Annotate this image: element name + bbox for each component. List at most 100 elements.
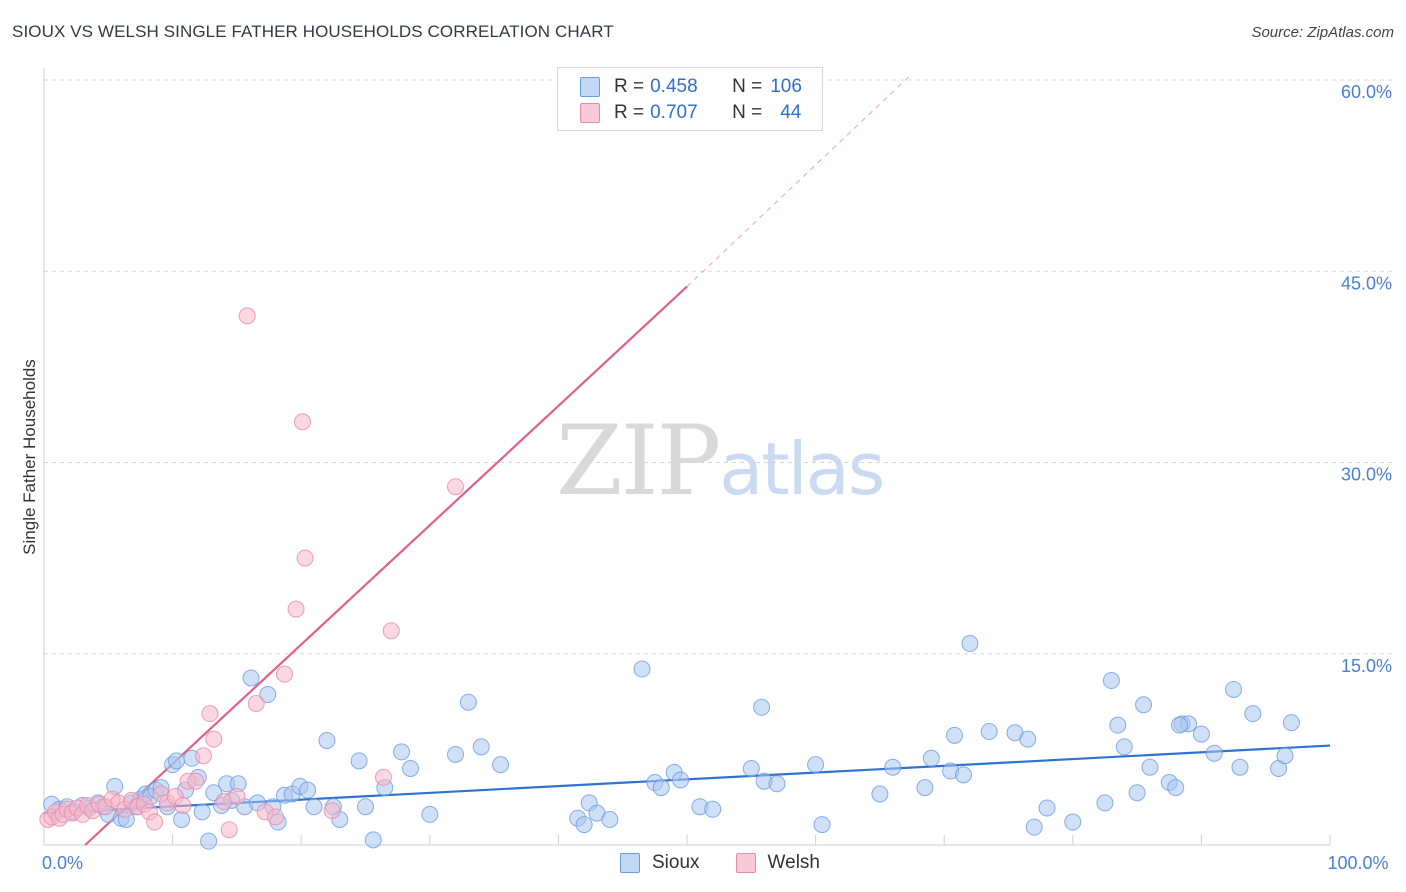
sioux-point	[259, 686, 277, 704]
sioux-legend-label: Sioux	[652, 852, 700, 873]
sioux-point	[1038, 799, 1056, 817]
sioux-point	[1019, 730, 1037, 748]
sioux-n-label: N =	[732, 76, 763, 97]
sioux-point	[1205, 744, 1223, 762]
sioux-swatch	[580, 77, 600, 97]
welsh-point	[293, 413, 311, 431]
welsh-point	[375, 768, 393, 786]
sioux-point	[575, 816, 593, 834]
welsh-point	[228, 788, 246, 806]
watermark-zip: ZIP	[556, 405, 721, 517]
sioux-point	[1115, 738, 1133, 756]
welsh-point	[238, 307, 256, 325]
watermark: ZIPatlas	[556, 405, 885, 517]
sioux-point	[871, 785, 889, 803]
sioux-point	[1167, 779, 1185, 797]
sioux-point	[742, 760, 760, 777]
sioux-point	[318, 731, 336, 749]
legend-item-welsh: Welsh	[735, 852, 820, 874]
gridlines	[44, 79, 1392, 655]
sioux-point	[1141, 758, 1159, 776]
y-tick-label: 45.0%	[1341, 273, 1392, 293]
sioux-point	[1102, 672, 1120, 690]
sioux-point	[200, 832, 218, 850]
sioux-point	[402, 760, 420, 777]
sioux-point	[768, 775, 786, 793]
sioux-point	[633, 660, 651, 678]
chart-title: SIOUX VS WELSH SINGLE FATHER HOUSEHOLDS …	[12, 22, 614, 41]
sioux-point	[364, 831, 382, 849]
sioux-point	[299, 781, 317, 799]
welsh-r-value: 0.707	[650, 102, 698, 123]
sioux-point	[459, 693, 477, 711]
welsh-legend-swatch	[735, 853, 756, 873]
welsh-legend-label: Welsh	[767, 852, 820, 873]
legend-row-sioux: R = 0.458 N = 106	[580, 75, 802, 99]
sioux-n-value: 106	[770, 76, 802, 97]
sioux-point	[980, 723, 998, 741]
welsh-point	[447, 478, 465, 496]
sioux-point	[1225, 680, 1243, 698]
sioux-point	[813, 816, 831, 834]
sioux-point	[1244, 705, 1262, 723]
welsh-point	[174, 796, 192, 814]
source-label: Source: ZipAtlas.com	[1251, 24, 1394, 41]
sioux-point	[350, 752, 368, 770]
watermark-atlas: atlas	[719, 427, 885, 511]
x-tick-label: 0.0%	[42, 853, 83, 873]
axes	[43, 68, 1331, 846]
legend-row-welsh: R = 0.707 N = 44	[580, 101, 801, 125]
welsh-point	[205, 730, 223, 748]
sioux-point	[753, 698, 771, 716]
welsh-point	[220, 821, 238, 839]
sioux-point	[173, 811, 191, 828]
welsh-point	[296, 549, 314, 567]
sioux-point	[472, 738, 490, 756]
welsh-point	[287, 600, 305, 618]
trend-lines	[43, 73, 1331, 846]
sioux-point	[704, 800, 722, 818]
sioux-point	[305, 798, 323, 816]
sioux-point	[357, 798, 374, 816]
sioux-point	[884, 758, 902, 776]
sioux-point	[167, 752, 185, 770]
sioux-point	[1128, 784, 1146, 802]
welsh-point	[187, 772, 205, 790]
sioux-legend-swatch	[620, 853, 640, 873]
sioux-point	[242, 669, 260, 687]
welsh-point	[247, 694, 265, 712]
y-axis-label: Single Father Households	[20, 359, 39, 555]
sioux-point	[916, 779, 934, 797]
welsh-point	[275, 665, 293, 683]
sioux-point	[601, 811, 619, 828]
welsh-point	[194, 747, 212, 765]
y-tick-label: 60.0%	[1341, 82, 1392, 102]
welsh-point	[382, 622, 400, 640]
data-points	[39, 307, 1300, 850]
welsh-point	[323, 802, 341, 820]
sioux-point	[807, 756, 825, 774]
sioux-point	[961, 635, 979, 653]
sioux-point	[1135, 696, 1153, 714]
welsh-trend-line	[84, 285, 688, 846]
series-sioux	[43, 635, 1300, 850]
sioux-point	[492, 756, 510, 774]
welsh-trend-extension	[686, 73, 913, 287]
welsh-r-label: R =	[614, 102, 645, 123]
x-tick-label: 100.0%	[1327, 853, 1388, 873]
welsh-point	[201, 705, 219, 723]
sioux-point	[393, 743, 411, 761]
sioux-point	[1064, 813, 1082, 831]
welsh-n-value: 44	[780, 102, 802, 123]
tick-labels: 15.0% 30.0% 45.0% 60.0% 0.0% 100.0%	[42, 82, 1392, 873]
welsh-point	[266, 808, 284, 826]
sioux-point	[652, 779, 670, 797]
sioux-point	[193, 803, 211, 821]
sioux-point	[922, 749, 940, 767]
welsh-n-label: N =	[732, 102, 763, 123]
sioux-point	[1109, 716, 1127, 734]
y-tick-label: 15.0%	[1341, 656, 1392, 676]
sioux-point	[945, 726, 963, 744]
sioux-point	[672, 771, 690, 789]
